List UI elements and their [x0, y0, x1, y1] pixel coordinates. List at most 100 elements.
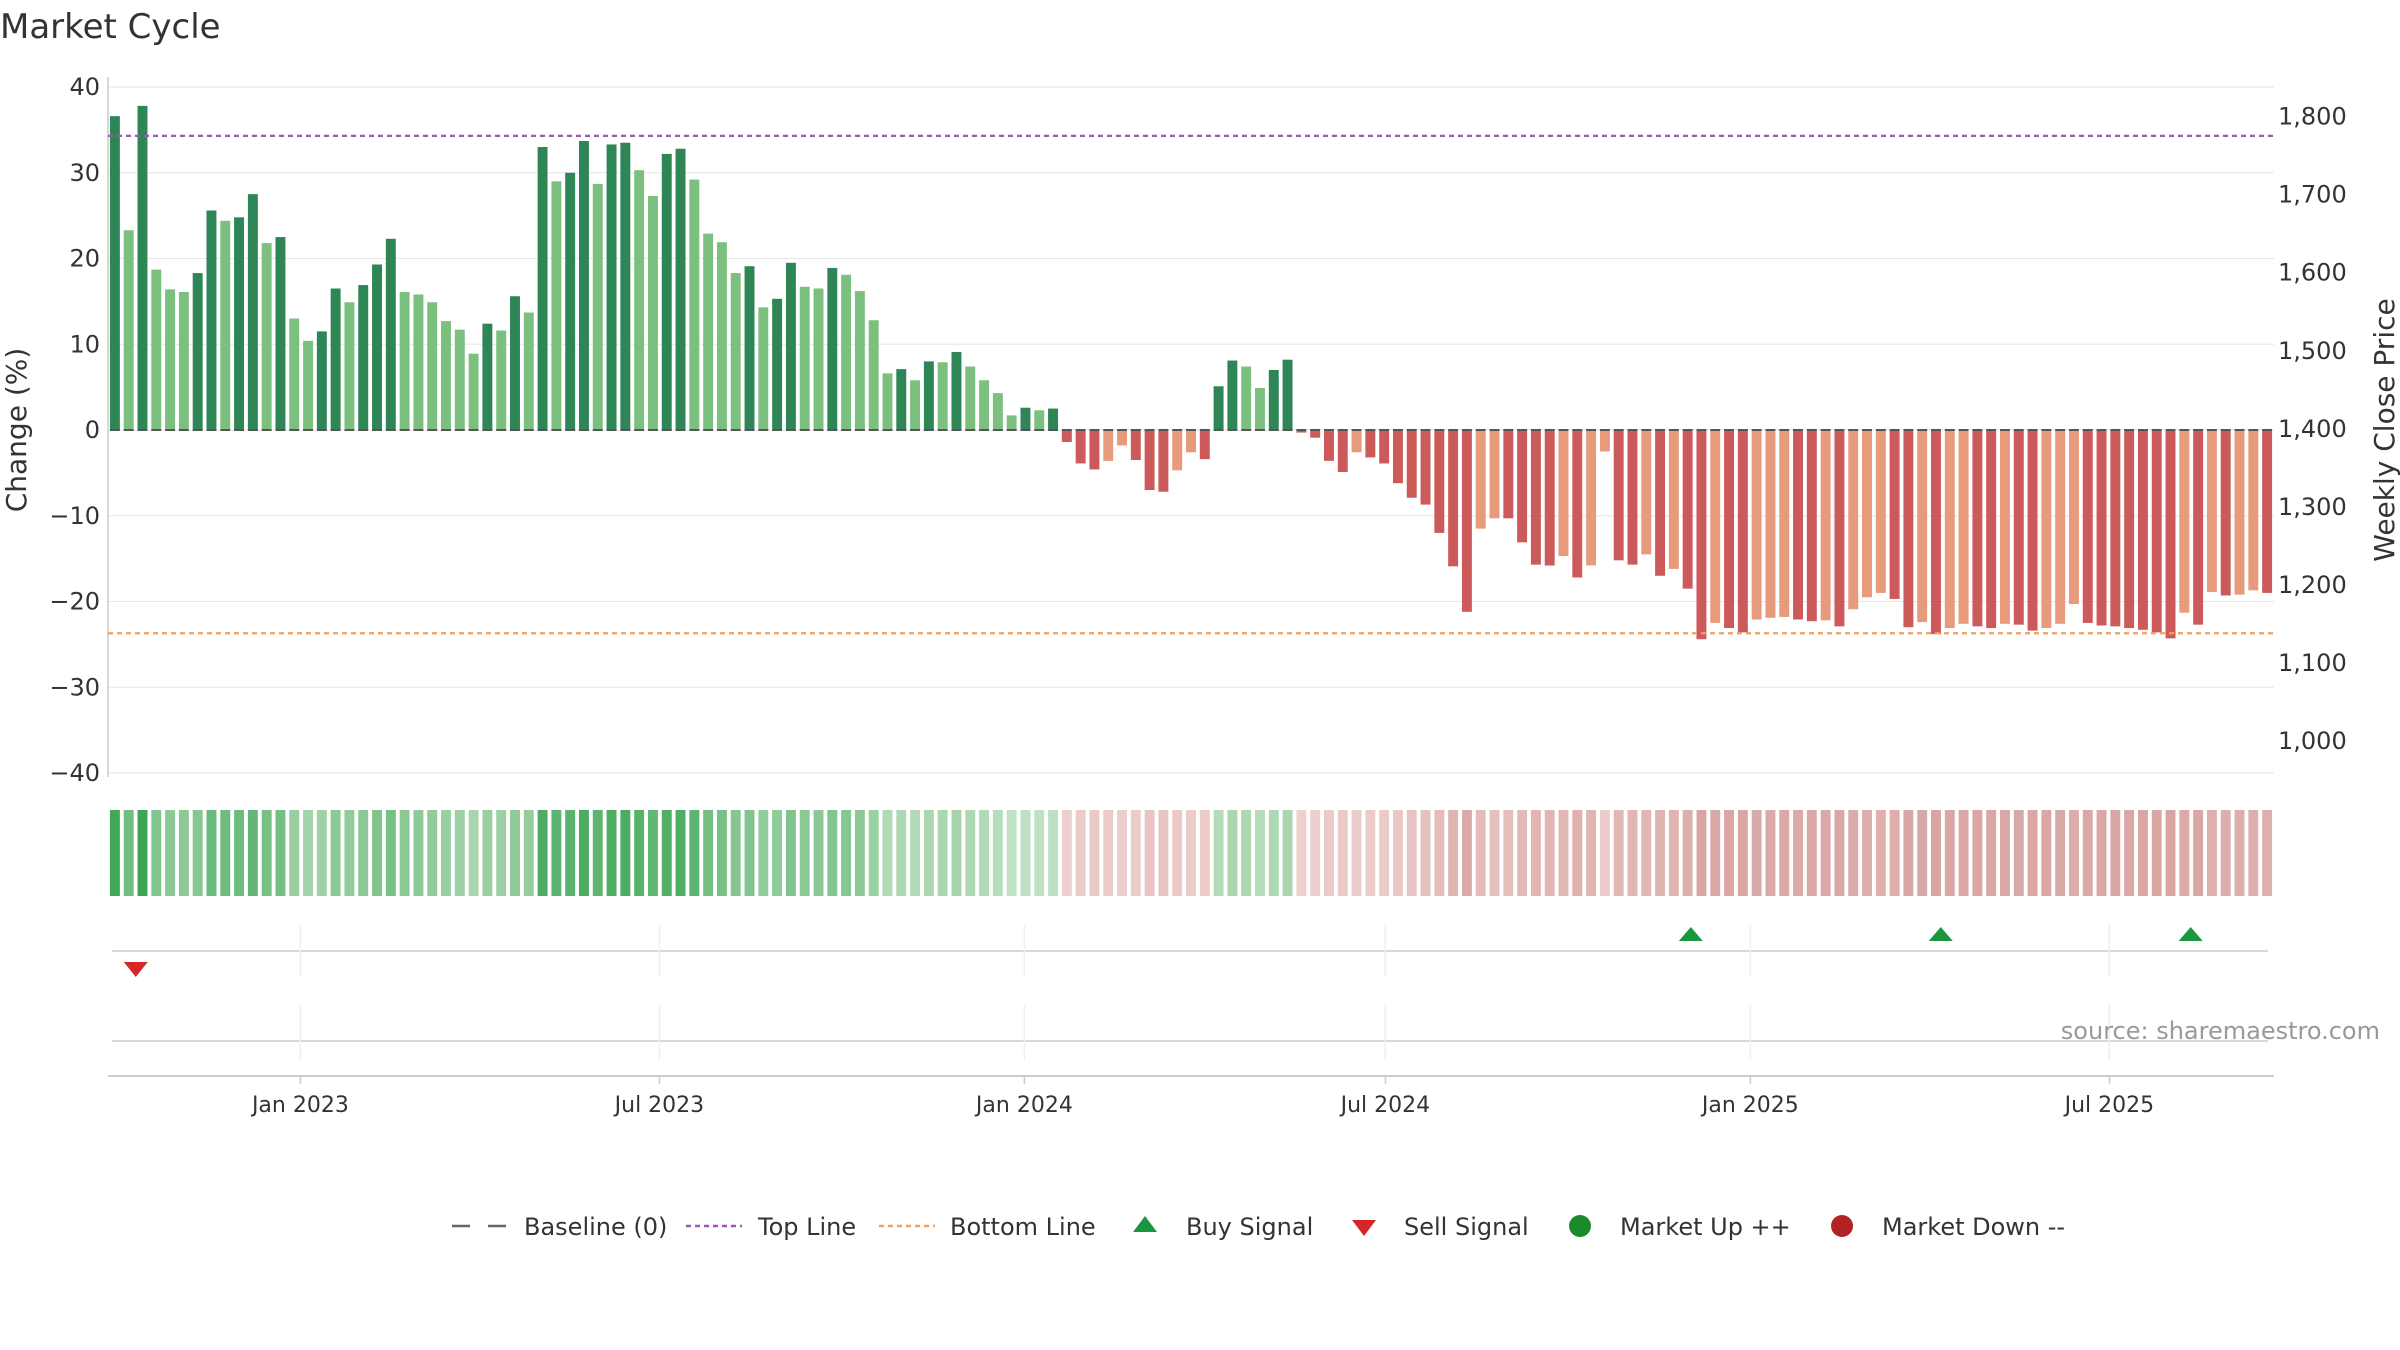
bar [1075, 430, 1086, 464]
bar [1655, 430, 1666, 576]
heat-cell [234, 810, 245, 896]
heat-cell [1034, 810, 1045, 896]
bar [1641, 430, 1652, 555]
signal-panel [112, 925, 2268, 1060]
heat-cell [1875, 810, 1886, 896]
heat-cell [910, 810, 921, 896]
bar [1020, 407, 1031, 430]
heat-cell [965, 810, 976, 896]
legend-label: Sell Signal [1404, 1213, 1529, 1241]
bar [827, 267, 838, 430]
sell-signal-marker [123, 962, 148, 977]
heat-cell [1724, 810, 1735, 896]
bar [482, 323, 493, 430]
bar [1061, 430, 1072, 443]
x-tick-label: Jan 2023 [250, 1093, 349, 1118]
bar [1668, 430, 1679, 569]
legend-symbol-market-down [1831, 1215, 1853, 1237]
y-tick-label-right: 1,800 [2278, 103, 2347, 131]
heat-cell [1889, 810, 1900, 896]
bar [592, 183, 603, 430]
heat-cell [992, 810, 1003, 896]
bar [2013, 430, 2024, 625]
bar [813, 288, 824, 430]
heat-cell [2193, 810, 2204, 896]
bar [565, 172, 576, 430]
heat-cell [1144, 810, 1155, 896]
heat-cell [2165, 810, 2176, 896]
heat-cell [1530, 810, 1541, 896]
bar [2206, 430, 2217, 593]
x-tick-label: Jul 2023 [613, 1093, 705, 1118]
y-tick-label-left: −20 [49, 588, 100, 616]
heat-cell [661, 810, 672, 896]
y-tick-label-left: −10 [49, 502, 100, 530]
legend-item-baseline: Baseline (0) [452, 1213, 667, 1241]
heat-cell [799, 810, 810, 896]
y-tick-label-right: 1,700 [2278, 181, 2347, 209]
bar [1048, 408, 1059, 430]
heat-cell [1931, 810, 1941, 896]
buy-signal-marker [2178, 927, 2203, 941]
bar [1406, 430, 1417, 498]
bar [868, 320, 879, 430]
x-tick-label: Jan 2024 [974, 1093, 1073, 1118]
bar [2179, 430, 2190, 613]
heat-cell [137, 810, 148, 896]
bar [2096, 430, 2107, 626]
heat-cell [303, 810, 314, 896]
heat-cell [1820, 810, 1831, 896]
bar [137, 105, 148, 431]
x-axis: Jan 2023 Jul 2023 Jan 2024 Jul 2024 Jan 2025… [108, 1075, 2274, 1118]
heat-cell [1365, 810, 1376, 896]
x-tick-label: Jul 2024 [1339, 1093, 1431, 1118]
heat-cell [937, 810, 948, 896]
heat-cell [2179, 810, 2190, 896]
heat-cell [2082, 810, 2093, 896]
heat-cell [1213, 810, 1224, 896]
chart-title: Market Cycle [0, 7, 221, 47]
bar [1986, 430, 1997, 629]
heat-cell [151, 810, 162, 896]
heat-cell [220, 810, 231, 896]
heat-cell [675, 810, 686, 896]
bar [951, 351, 962, 430]
heat-cell [1227, 810, 1238, 896]
heat-cell [1351, 810, 1362, 896]
bar [1158, 430, 1169, 492]
heat-cell [1779, 810, 1790, 896]
bar [1130, 430, 1141, 461]
bar [992, 393, 1003, 430]
heat-cell [1241, 810, 1252, 896]
heat-cell [427, 810, 438, 896]
heat-cell [413, 810, 424, 896]
heat-cell [744, 810, 755, 896]
heat-cell [868, 810, 879, 896]
heat-cell [1006, 810, 1017, 896]
heat-cell [468, 810, 479, 896]
bar [316, 331, 327, 430]
bar [261, 243, 272, 430]
x-tick-label: Jan 2025 [1700, 1093, 1799, 1118]
heat-cell [689, 810, 700, 896]
heat-cell [979, 810, 990, 896]
bar [427, 302, 438, 430]
bar [1475, 430, 1486, 529]
legend-label: Buy Signal [1186, 1213, 1313, 1241]
bar [785, 262, 796, 430]
bar [689, 179, 700, 430]
bar [1103, 430, 1114, 461]
bar [1310, 430, 1321, 438]
bar [1972, 430, 1983, 627]
bar [979, 380, 990, 430]
heat-cell [1655, 810, 1666, 896]
bar [330, 288, 341, 430]
heat-cell [2248, 810, 2259, 896]
bar [1862, 430, 1872, 598]
heat-cell [1296, 810, 1307, 896]
bar [1337, 430, 1348, 473]
source-note: source: sharemaestro.com [2061, 1017, 2380, 1045]
heat-cell [482, 810, 493, 896]
heat-cell [1862, 810, 1872, 896]
y-tick-label-right: 1,300 [2278, 493, 2347, 521]
